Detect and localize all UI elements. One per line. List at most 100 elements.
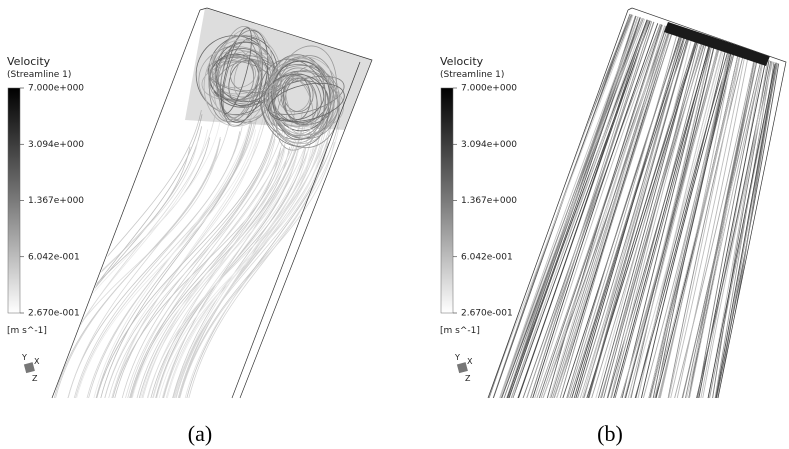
streamline [640, 47, 732, 398]
streamline [150, 147, 307, 398]
streamline [653, 50, 742, 398]
streamline [510, 19, 649, 398]
legend-title: Velocity [440, 55, 484, 68]
vortex-line [275, 64, 331, 151]
caption: (a) [188, 421, 212, 446]
axis-x: X [467, 357, 473, 366]
vortex-line [268, 82, 345, 122]
streamline [498, 16, 639, 398]
streamline [582, 33, 690, 398]
streamline [52, 137, 211, 398]
legends: Velocity (Streamline 1) 7.000e+000 3.094e+0… [7, 55, 623, 446]
streamline [714, 61, 773, 398]
streamline [559, 28, 675, 398]
streamline [529, 21, 653, 398]
axis-x: X [34, 357, 40, 366]
streamline [629, 45, 726, 398]
axis-y: Y [454, 353, 460, 362]
wall-shade [185, 8, 372, 130]
streamline [177, 125, 323, 398]
streamline [111, 144, 286, 398]
streamline [511, 20, 651, 398]
vortex-line [273, 67, 325, 137]
streamline [130, 112, 296, 398]
streamline [669, 52, 746, 398]
axis-z: Z [465, 374, 471, 383]
streamline [499, 18, 644, 398]
panel-a [51, 7, 373, 399]
domain-box [51, 7, 373, 399]
streamline [152, 140, 308, 398]
streamlines [52, 8, 372, 398]
streamline [492, 13, 631, 398]
streamline [178, 141, 335, 398]
unit: [m s^-1] [7, 326, 47, 336]
streamline [667, 51, 745, 398]
vortex-line [283, 77, 314, 113]
streamline [676, 53, 750, 398]
streamline [103, 133, 259, 398]
streamline [711, 60, 772, 398]
caption: (b) [597, 421, 623, 446]
axis-z: Z [32, 374, 38, 383]
streamline [73, 126, 243, 398]
streamline [673, 55, 756, 398]
streamline [93, 113, 253, 398]
streamline [131, 145, 300, 398]
streamline [684, 57, 762, 398]
domain-box [487, 7, 787, 399]
streamline [136, 123, 301, 398]
streamline [715, 62, 777, 398]
colorbar [440, 87, 454, 314]
streamline [552, 25, 667, 398]
streamline [142, 127, 290, 398]
streamline [624, 42, 716, 398]
tick-label: 6.042e-001 [28, 252, 80, 262]
vortex-line [274, 80, 329, 124]
axis-cube [23, 362, 35, 374]
streamline [614, 41, 713, 398]
tick-label: 2.670e-001 [461, 309, 513, 319]
streamline [696, 58, 764, 398]
streamline [103, 130, 275, 398]
axis-y: Y [21, 353, 27, 362]
vortex-line [271, 45, 337, 144]
streamline [107, 138, 276, 398]
colorbar [7, 87, 21, 314]
streamline [99, 122, 253, 398]
streamlines [488, 13, 780, 398]
streamline [642, 47, 732, 398]
vortex-line [211, 46, 255, 101]
streamline [155, 126, 306, 398]
streamline [634, 46, 730, 398]
streamline [581, 31, 685, 398]
tick-label: 3.094e+000 [461, 140, 517, 150]
vortex-line [209, 55, 277, 102]
streamline [185, 118, 340, 398]
vortex-line [271, 55, 334, 137]
streamline [52, 140, 199, 398]
tick-label: 7.000e+000 [28, 84, 84, 94]
legend-title: Velocity [7, 55, 51, 68]
streamline [551, 27, 671, 398]
streamline [129, 146, 291, 398]
streamline [54, 136, 221, 398]
streamline [52, 126, 203, 398]
tick-label: 7.000e+000 [461, 84, 517, 94]
vortex-line [215, 41, 275, 103]
streamline [52, 109, 202, 398]
streamline [52, 122, 221, 398]
streamline [95, 129, 274, 398]
streamline [533, 24, 662, 398]
vortex-line [229, 58, 263, 92]
vortex-line [263, 73, 325, 121]
tick-label: 6.042e-001 [461, 252, 513, 262]
streamline [701, 61, 774, 398]
streamline [565, 31, 683, 398]
streamline [178, 112, 327, 398]
streamline [492, 14, 633, 398]
streamline [184, 126, 340, 398]
inlet [664, 22, 770, 66]
streamline [715, 63, 780, 398]
streamline [681, 56, 759, 398]
